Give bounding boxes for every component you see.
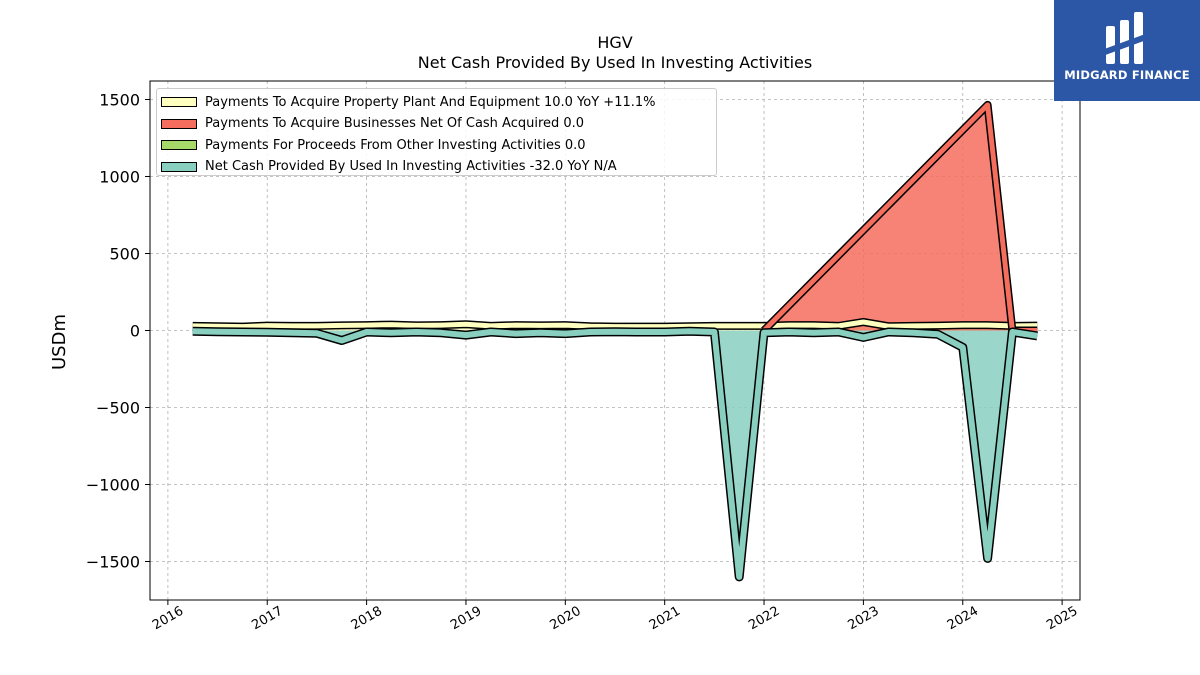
x-tick-label: 2023 xyxy=(846,604,882,634)
series-area-1 xyxy=(764,104,1038,331)
y-axis-label: USDm xyxy=(49,314,70,370)
brand-logo: MIDGARD FINANCE xyxy=(1054,0,1200,101)
x-tick-label: 2024 xyxy=(945,604,981,634)
x-tick-label: 2016 xyxy=(150,604,186,634)
legend-item: Payments To Acquire Property Plant And E… xyxy=(161,92,656,112)
chart-subtitle: Net Cash Provided By Used In Investing A… xyxy=(418,53,812,72)
y-tick-label: 1500 xyxy=(99,90,140,109)
y-axis: 1500 1000 500 0 −500 −1000 −1500 xyxy=(86,90,150,571)
legend-item: Net Cash Provided By Used In Investing A… xyxy=(161,157,617,177)
x-tick-label: 2022 xyxy=(746,604,782,634)
series-line-0 xyxy=(192,319,1038,330)
plot-frame xyxy=(149,80,1081,601)
series-line-3 xyxy=(192,328,1038,580)
x-tick-label: 2019 xyxy=(448,604,484,634)
x-tick-label: 2020 xyxy=(547,604,583,634)
logo-mark-icon xyxy=(1102,12,1146,64)
x-tick-label: 2017 xyxy=(249,604,285,634)
x-axis: 2016 2017 2018 2019 2020 2021 2022 2023 2024 2025 xyxy=(150,600,1080,633)
y-tick-label: 500 xyxy=(109,244,140,263)
legend-swatch xyxy=(161,140,197,150)
legend-item: Payments To Acquire Businesses Net Of Ca… xyxy=(161,114,584,134)
legend-item: Payments For Proceeds From Other Investi… xyxy=(161,135,586,155)
legend-label: Payments To Acquire Property Plant And E… xyxy=(205,94,656,110)
legend-swatch xyxy=(161,97,197,107)
chart-title: HGV xyxy=(597,33,632,52)
logo-text: MIDGARD FINANCE xyxy=(1064,68,1190,82)
series-lines xyxy=(192,100,1038,582)
y-tick-label: −500 xyxy=(96,398,140,417)
x-tick-label: 2021 xyxy=(647,604,683,634)
legend-swatch xyxy=(161,118,197,129)
x-tick-label: 2018 xyxy=(349,604,385,634)
y-tick-label: −1000 xyxy=(86,475,140,494)
legend-label: Payments To Acquire Businesses Net Of Ca… xyxy=(205,116,585,131)
y-tick-label: 0 xyxy=(130,321,140,340)
y-tick-label: 1000 xyxy=(99,167,140,186)
y-tick-label: −1500 xyxy=(86,552,140,571)
x-tick-label: 2025 xyxy=(1044,604,1080,634)
legend: Payments To Acquire Property Plant And E… xyxy=(156,88,717,176)
legend-swatch xyxy=(161,161,197,172)
legend-label: Net Cash Provided By Used In Investing A… xyxy=(205,159,617,174)
legend-label: Payments For Proceeds From Other Investi… xyxy=(205,137,586,153)
